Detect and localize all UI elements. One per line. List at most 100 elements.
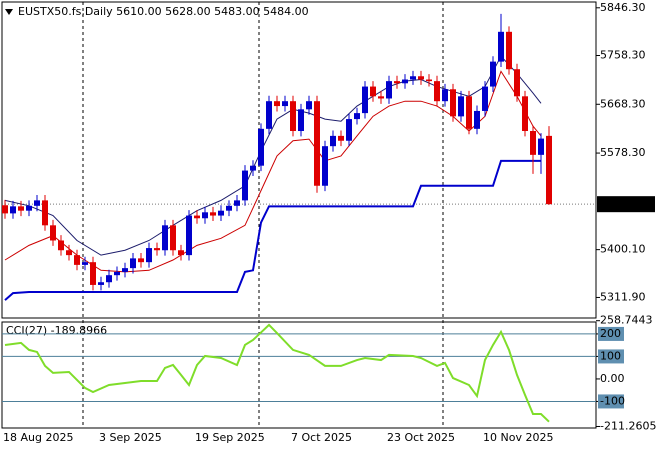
x-tick-label: 18 Aug 2025 — [3, 431, 73, 444]
candle-body — [402, 79, 408, 84]
y-tick-label: 5578.30 — [600, 146, 646, 159]
candle-body — [58, 240, 64, 251]
price-panel-frame — [1, 1, 597, 319]
candle-body — [226, 205, 232, 211]
candle-body — [370, 86, 376, 97]
candle-body — [298, 109, 304, 132]
candle-body — [514, 69, 520, 97]
candle-body — [74, 255, 80, 265]
candle-body — [130, 258, 136, 269]
candle-body — [434, 81, 440, 102]
candle-body — [186, 215, 192, 256]
x-tick-label: 7 Oct 2025 — [291, 431, 352, 444]
candle-body — [546, 135, 552, 205]
x-tick-label: 3 Sep 2025 — [99, 431, 162, 444]
candle-body — [522, 96, 528, 132]
y-tick-label: 5311.90 — [600, 290, 646, 303]
y-tick-label: 5846.30 — [600, 1, 646, 14]
candle-body — [314, 101, 320, 186]
candle-body — [354, 113, 360, 120]
candle-body — [506, 31, 512, 70]
candle-body — [450, 89, 456, 117]
candle-body — [290, 101, 296, 132]
cci-panel-frame — [1, 321, 597, 429]
chart-title: EUSTX50.fs,Daily 5610.00 5628.00 5483.00… — [18, 5, 309, 18]
y-tick-label: -100 — [600, 394, 625, 407]
indicator-line — [4, 159, 541, 301]
candle-body — [2, 205, 8, 214]
candle-body — [498, 31, 504, 62]
candle-body — [242, 170, 248, 201]
candle-body — [378, 96, 384, 99]
candle-body — [90, 262, 96, 285]
candle-body — [474, 110, 480, 129]
y-tick-label: 5668.30 — [600, 97, 646, 110]
candle-body — [362, 86, 368, 114]
candle-body — [442, 89, 448, 102]
candle-body — [306, 101, 312, 110]
menu-triangle — [5, 9, 13, 15]
candle-body — [538, 138, 544, 155]
candle-body — [426, 79, 432, 82]
candle-body — [202, 212, 208, 219]
candle-body — [322, 146, 328, 186]
candle-body — [154, 248, 160, 251]
candle-body — [106, 275, 112, 283]
cci-line — [4, 323, 550, 423]
indicator-title: CCI(27) -189.8966 — [6, 324, 107, 337]
candle-body — [170, 225, 176, 251]
candle-body — [394, 81, 400, 84]
candle-body — [530, 131, 536, 155]
candle-body — [114, 271, 120, 276]
candle-body — [122, 268, 128, 272]
y-tick-label: -211.2605 — [600, 419, 656, 432]
candle-body — [386, 81, 392, 99]
candle-body — [330, 135, 336, 147]
x-tick-label: 23 Oct 2025 — [387, 431, 455, 444]
candle-body — [274, 101, 280, 107]
candle-body — [250, 165, 256, 171]
candle-body — [466, 96, 472, 129]
candle-body — [482, 86, 488, 111]
candle-body — [162, 225, 168, 251]
x-tick-label: 10 Nov 2025 — [483, 431, 553, 444]
last-price-label: 5484.00 — [600, 197, 646, 210]
y-tick-label: 5400.10 — [600, 243, 646, 256]
candle-body — [138, 258, 144, 263]
candle-body — [178, 250, 184, 256]
indicator-line — [4, 55, 542, 256]
y-tick-label: 258.7443 — [600, 314, 653, 327]
level-label-box — [598, 394, 624, 409]
candle-body — [282, 101, 288, 107]
candle-body — [42, 200, 48, 226]
candle-body — [266, 101, 272, 129]
level-label-box — [598, 349, 624, 364]
y-tick-label: 200 — [600, 327, 621, 340]
y-tick-label: 100 — [600, 349, 621, 362]
candle-body — [210, 212, 216, 216]
candle-body — [346, 119, 352, 141]
candle-body — [146, 248, 152, 263]
candle-body — [82, 262, 88, 265]
candle-body — [338, 135, 344, 141]
candle-body — [26, 205, 32, 211]
candle-body — [490, 61, 496, 87]
candle-body — [50, 225, 56, 241]
candle-body — [418, 76, 424, 80]
y-tick-label: 0.00 — [600, 372, 625, 385]
candle-body — [194, 215, 200, 219]
candle-body — [34, 200, 40, 206]
candle-body — [98, 282, 104, 285]
candle-body — [66, 250, 72, 256]
candle-body — [258, 128, 264, 166]
last-price-box — [597, 196, 655, 213]
level-label-box — [598, 326, 624, 341]
candle-body — [458, 96, 464, 117]
candle-body — [410, 76, 416, 80]
y-tick-label: 5758.30 — [600, 48, 646, 61]
candle-body — [234, 200, 240, 206]
candle-body — [18, 206, 24, 211]
candle-body — [10, 206, 16, 214]
